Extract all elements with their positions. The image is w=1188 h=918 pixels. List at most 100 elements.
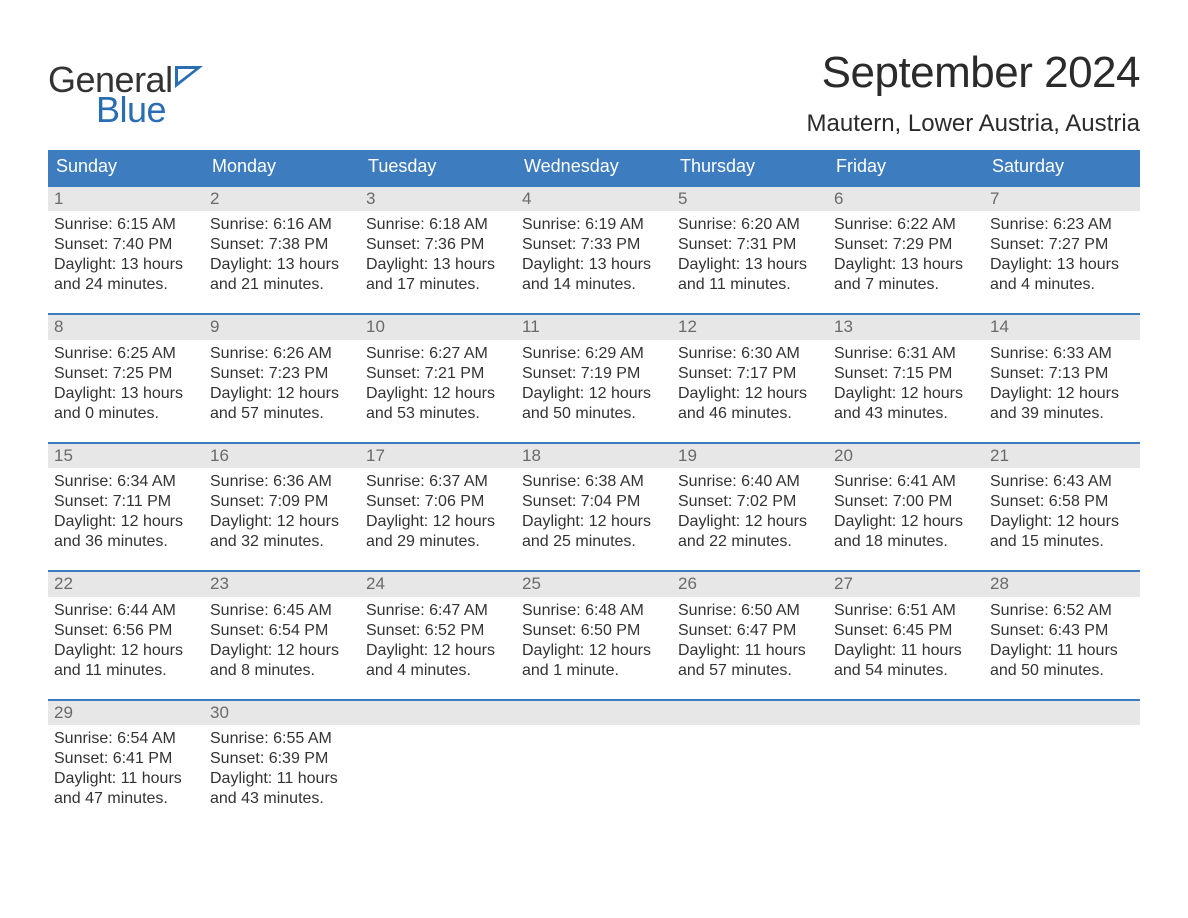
- daylight-line: Daylight: 12 hours and 8 minutes.: [210, 641, 354, 681]
- day-number: 5: [672, 185, 828, 211]
- day-number: 18: [516, 442, 672, 468]
- daylight-line: Daylight: 12 hours and 53 minutes.: [366, 384, 510, 424]
- day-cell: 9Sunrise: 6:26 AMSunset: 7:23 PMDaylight…: [204, 313, 360, 441]
- sunrise-line: Sunrise: 6:36 AM: [210, 472, 354, 492]
- sunrise-line: Sunrise: 6:45 AM: [210, 601, 354, 621]
- day-details: Sunrise: 6:50 AMSunset: 6:47 PMDaylight:…: [672, 597, 828, 699]
- sunset-line: Sunset: 7:21 PM: [366, 364, 510, 384]
- sunrise-line: Sunrise: 6:41 AM: [834, 472, 978, 492]
- day-cell: 18Sunrise: 6:38 AMSunset: 7:04 PMDayligh…: [516, 442, 672, 570]
- empty-cell: [984, 699, 1140, 827]
- month-title: September 2024: [807, 48, 1141, 98]
- sunset-line: Sunset: 6:50 PM: [522, 621, 666, 641]
- day-number: 30: [204, 699, 360, 725]
- day-cell: 11Sunrise: 6:29 AMSunset: 7:19 PMDayligh…: [516, 313, 672, 441]
- day-cell: 14Sunrise: 6:33 AMSunset: 7:13 PMDayligh…: [984, 313, 1140, 441]
- day-cell: 15Sunrise: 6:34 AMSunset: 7:11 PMDayligh…: [48, 442, 204, 570]
- sunrise-line: Sunrise: 6:44 AM: [54, 601, 198, 621]
- day-number: 20: [828, 442, 984, 468]
- daylight-line: Daylight: 13 hours and 14 minutes.: [522, 255, 666, 295]
- empty-cell: [828, 699, 984, 827]
- day-details: Sunrise: 6:41 AMSunset: 7:00 PMDaylight:…: [828, 468, 984, 570]
- day-details: Sunrise: 6:51 AMSunset: 6:45 PMDaylight:…: [828, 597, 984, 699]
- daylight-line: Daylight: 13 hours and 0 minutes.: [54, 384, 198, 424]
- sunset-line: Sunset: 7:36 PM: [366, 235, 510, 255]
- logo-word2: Blue: [96, 92, 205, 128]
- sunset-line: Sunset: 7:29 PM: [834, 235, 978, 255]
- day-details: Sunrise: 6:25 AMSunset: 7:25 PMDaylight:…: [48, 340, 204, 442]
- daylight-line: Daylight: 12 hours and 43 minutes.: [834, 384, 978, 424]
- day-number: 4: [516, 185, 672, 211]
- sunrise-line: Sunrise: 6:25 AM: [54, 344, 198, 364]
- sunset-line: Sunset: 7:00 PM: [834, 492, 978, 512]
- weekday-header: Friday: [828, 150, 984, 185]
- day-number: 27: [828, 570, 984, 596]
- daylight-line: Daylight: 11 hours and 43 minutes.: [210, 769, 354, 809]
- sunset-line: Sunset: 6:47 PM: [678, 621, 822, 641]
- daylight-line: Daylight: 12 hours and 50 minutes.: [522, 384, 666, 424]
- day-details: Sunrise: 6:15 AMSunset: 7:40 PMDaylight:…: [48, 211, 204, 313]
- daylight-line: Daylight: 12 hours and 39 minutes.: [990, 384, 1134, 424]
- sunset-line: Sunset: 7:40 PM: [54, 235, 198, 255]
- sunset-line: Sunset: 7:13 PM: [990, 364, 1134, 384]
- sunset-line: Sunset: 7:25 PM: [54, 364, 198, 384]
- sunrise-line: Sunrise: 6:20 AM: [678, 215, 822, 235]
- sunset-line: Sunset: 7:33 PM: [522, 235, 666, 255]
- sunrise-line: Sunrise: 6:31 AM: [834, 344, 978, 364]
- day-details: Sunrise: 6:48 AMSunset: 6:50 PMDaylight:…: [516, 597, 672, 699]
- day-details: Sunrise: 6:31 AMSunset: 7:15 PMDaylight:…: [828, 340, 984, 442]
- sunset-line: Sunset: 7:04 PM: [522, 492, 666, 512]
- day-number: 9: [204, 313, 360, 339]
- day-details: Sunrise: 6:20 AMSunset: 7:31 PMDaylight:…: [672, 211, 828, 313]
- day-number: 17: [360, 442, 516, 468]
- empty-cell: [516, 699, 672, 827]
- day-number: 28: [984, 570, 1140, 596]
- day-number: [828, 699, 984, 725]
- sunrise-line: Sunrise: 6:16 AM: [210, 215, 354, 235]
- calendar-week: 15Sunrise: 6:34 AMSunset: 7:11 PMDayligh…: [48, 442, 1140, 570]
- day-details: Sunrise: 6:16 AMSunset: 7:38 PMDaylight:…: [204, 211, 360, 313]
- day-cell: 5Sunrise: 6:20 AMSunset: 7:31 PMDaylight…: [672, 185, 828, 313]
- day-number: 12: [672, 313, 828, 339]
- sunset-line: Sunset: 7:31 PM: [678, 235, 822, 255]
- day-details: Sunrise: 6:29 AMSunset: 7:19 PMDaylight:…: [516, 340, 672, 442]
- day-cell: 13Sunrise: 6:31 AMSunset: 7:15 PMDayligh…: [828, 313, 984, 441]
- day-details: Sunrise: 6:34 AMSunset: 7:11 PMDaylight:…: [48, 468, 204, 570]
- day-number: [672, 699, 828, 725]
- day-details: Sunrise: 6:44 AMSunset: 6:56 PMDaylight:…: [48, 597, 204, 699]
- title-block: September 2024 Mautern, Lower Austria, A…: [807, 48, 1141, 138]
- day-number: 8: [48, 313, 204, 339]
- day-details: Sunrise: 6:27 AMSunset: 7:21 PMDaylight:…: [360, 340, 516, 442]
- sunset-line: Sunset: 6:56 PM: [54, 621, 198, 641]
- sunset-line: Sunset: 6:52 PM: [366, 621, 510, 641]
- day-details: Sunrise: 6:54 AMSunset: 6:41 PMDaylight:…: [48, 725, 204, 827]
- sunset-line: Sunset: 6:45 PM: [834, 621, 978, 641]
- sunrise-line: Sunrise: 6:37 AM: [366, 472, 510, 492]
- day-cell: 6Sunrise: 6:22 AMSunset: 7:29 PMDaylight…: [828, 185, 984, 313]
- daylight-line: Daylight: 11 hours and 47 minutes.: [54, 769, 198, 809]
- day-details: Sunrise: 6:38 AMSunset: 7:04 PMDaylight:…: [516, 468, 672, 570]
- sunset-line: Sunset: 6:58 PM: [990, 492, 1134, 512]
- sunrise-line: Sunrise: 6:26 AM: [210, 344, 354, 364]
- sunrise-line: Sunrise: 6:55 AM: [210, 729, 354, 749]
- logo: General Blue: [48, 48, 205, 128]
- sunset-line: Sunset: 7:02 PM: [678, 492, 822, 512]
- calendar-week: 29Sunrise: 6:54 AMSunset: 6:41 PMDayligh…: [48, 699, 1140, 827]
- day-cell: 1Sunrise: 6:15 AMSunset: 7:40 PMDaylight…: [48, 185, 204, 313]
- daylight-line: Daylight: 11 hours and 54 minutes.: [834, 641, 978, 681]
- sunrise-line: Sunrise: 6:34 AM: [54, 472, 198, 492]
- day-details: Sunrise: 6:33 AMSunset: 7:13 PMDaylight:…: [984, 340, 1140, 442]
- sunset-line: Sunset: 7:19 PM: [522, 364, 666, 384]
- daylight-line: Daylight: 13 hours and 7 minutes.: [834, 255, 978, 295]
- sunset-line: Sunset: 6:39 PM: [210, 749, 354, 769]
- daylight-line: Daylight: 12 hours and 22 minutes.: [678, 512, 822, 552]
- daylight-line: Daylight: 12 hours and 15 minutes.: [990, 512, 1134, 552]
- empty-cell: [672, 699, 828, 827]
- day-cell: 10Sunrise: 6:27 AMSunset: 7:21 PMDayligh…: [360, 313, 516, 441]
- day-cell: 12Sunrise: 6:30 AMSunset: 7:17 PMDayligh…: [672, 313, 828, 441]
- sunrise-line: Sunrise: 6:18 AM: [366, 215, 510, 235]
- day-cell: 27Sunrise: 6:51 AMSunset: 6:45 PMDayligh…: [828, 570, 984, 698]
- sunrise-line: Sunrise: 6:43 AM: [990, 472, 1134, 492]
- sunrise-line: Sunrise: 6:52 AM: [990, 601, 1134, 621]
- weekday-header: Thursday: [672, 150, 828, 185]
